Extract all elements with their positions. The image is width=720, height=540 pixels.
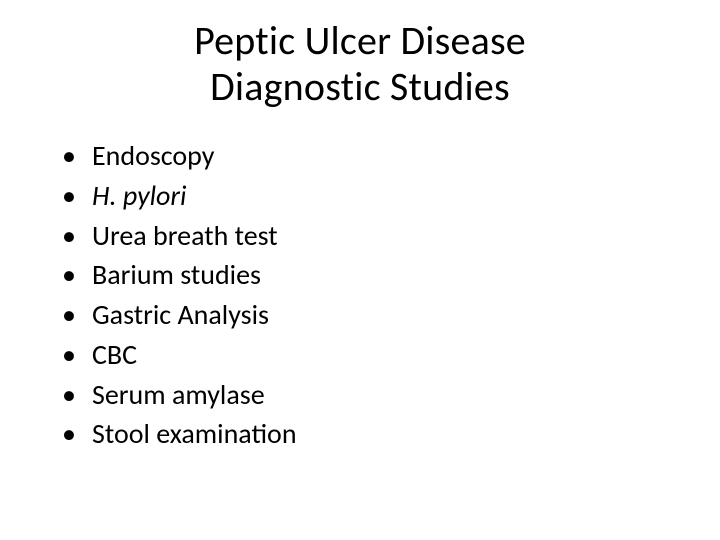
list-item: Serum amylase [56, 375, 680, 415]
list-item: Gastric Analysis [56, 295, 680, 335]
title-line-1: Peptic Ulcer Disease [194, 16, 526, 65]
list-item: Barium studies [56, 255, 680, 295]
slide-title: Peptic Ulcer Disease Diagnostic Studies [40, 18, 680, 110]
bullet-list: Endoscopy H. pylori Urea breath test Bar… [40, 136, 680, 454]
list-item: Stool examination [56, 414, 680, 454]
bullet-text: Endoscopy [92, 138, 214, 173]
bullet-text: Gastric Analysis [92, 297, 269, 332]
list-item: CBC [56, 335, 680, 375]
list-item: Endoscopy [56, 136, 680, 176]
bullet-text: H. pylori [92, 178, 186, 213]
bullet-text: Barium studies [92, 257, 261, 292]
bullet-text: Stool examination [92, 416, 297, 451]
slide: Peptic Ulcer Disease Diagnostic Studies … [0, 0, 720, 540]
list-item: H. pylori [56, 176, 680, 216]
bullet-text: CBC [92, 337, 137, 372]
bullet-text: Urea breath test [92, 218, 278, 253]
bullet-text: Serum amylase [92, 377, 265, 412]
list-item: Urea breath test [56, 216, 680, 256]
title-line-2: Diagnostic Studies [210, 62, 510, 111]
